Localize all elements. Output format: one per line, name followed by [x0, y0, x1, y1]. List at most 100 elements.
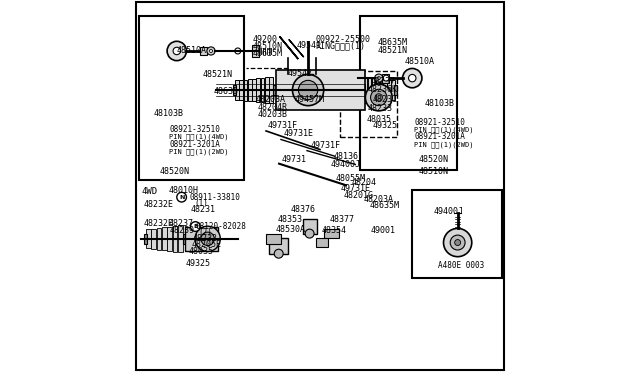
Circle shape: [209, 49, 212, 52]
Text: 48377: 48377: [330, 215, 355, 224]
Text: 49001: 49001: [371, 226, 396, 235]
Bar: [324, 229, 339, 238]
Text: 4B635M: 4B635M: [378, 38, 408, 47]
Text: 40203B: 40203B: [257, 110, 287, 119]
Text: 48520N: 48520N: [419, 155, 449, 164]
Text: 48035: 48035: [366, 115, 391, 124]
Text: 48530A: 48530A: [276, 225, 306, 234]
Text: 08921-32510: 08921-32510: [415, 118, 465, 126]
Bar: [382, 74, 389, 83]
Text: 48136: 48136: [333, 152, 358, 161]
Bar: [145, 234, 147, 244]
Bar: [146, 229, 150, 248]
Text: 49541: 49541: [296, 41, 321, 50]
Text: 48635M: 48635M: [370, 201, 400, 210]
Text: 49457M: 49457M: [294, 95, 324, 104]
Bar: [252, 79, 256, 101]
Circle shape: [371, 89, 387, 106]
Circle shape: [201, 232, 214, 246]
Bar: [391, 80, 395, 100]
Bar: [364, 77, 367, 103]
Text: PIN ビン(1)(2WD): PIN ビン(1)(2WD): [170, 148, 229, 155]
Circle shape: [191, 222, 200, 231]
Circle shape: [403, 68, 422, 88]
Text: 48232E: 48232E: [143, 200, 173, 209]
Bar: [269, 77, 273, 103]
Circle shape: [383, 75, 389, 81]
Text: 08921-3201A: 08921-3201A: [170, 140, 220, 149]
Text: 49731F: 49731F: [310, 141, 340, 150]
Text: 08921-3201A: 08921-3201A: [415, 132, 465, 141]
Text: 48010H: 48010H: [168, 186, 198, 195]
Bar: [276, 70, 365, 110]
Circle shape: [450, 235, 465, 250]
Text: 48510A: 48510A: [405, 57, 435, 66]
Text: 49542: 49542: [287, 69, 312, 78]
Text: B: B: [193, 224, 198, 229]
Text: 48055M: 48055M: [335, 174, 365, 183]
Text: 48376: 48376: [291, 205, 316, 214]
Circle shape: [235, 48, 241, 54]
Text: 49325: 49325: [373, 121, 398, 130]
Text: 48635: 48635: [214, 87, 239, 96]
Bar: [233, 85, 236, 95]
Text: 48237: 48237: [370, 77, 396, 86]
Text: 48231: 48231: [372, 95, 397, 104]
Bar: [186, 227, 218, 251]
Circle shape: [374, 74, 383, 82]
Bar: [235, 80, 239, 100]
Circle shape: [365, 84, 392, 111]
Text: 49731F: 49731F: [267, 121, 297, 130]
Circle shape: [292, 74, 324, 106]
Bar: [173, 226, 177, 251]
Bar: [200, 46, 207, 55]
Text: PIN ビン(1)(4WD): PIN ビン(1)(4WD): [415, 126, 474, 133]
Text: 48239: 48239: [170, 226, 195, 235]
Bar: [248, 79, 252, 101]
Text: 48201G: 48201G: [344, 191, 374, 200]
Text: 49200: 49200: [252, 35, 277, 44]
Bar: [239, 80, 243, 100]
Bar: [368, 77, 371, 103]
Text: 08120-82028: 08120-82028: [196, 222, 246, 231]
Text: 48510N: 48510N: [419, 167, 449, 176]
Text: A480E 0003: A480E 0003: [438, 262, 484, 270]
Text: 49325: 49325: [186, 259, 211, 268]
Text: 48205E: 48205E: [191, 240, 221, 249]
Text: 4WD: 4WD: [141, 187, 157, 196]
Text: (1): (1): [194, 199, 208, 208]
Text: 48204R: 48204R: [258, 103, 288, 112]
Circle shape: [305, 229, 314, 238]
Text: 08911-33810: 08911-33810: [189, 193, 240, 202]
Text: 48231: 48231: [190, 205, 215, 214]
Text: 48510N: 48510N: [252, 42, 282, 51]
Text: 48237: 48237: [168, 219, 193, 228]
Circle shape: [298, 80, 318, 100]
Bar: [244, 80, 248, 100]
Bar: [151, 228, 156, 249]
Bar: [380, 79, 383, 101]
Text: PIN ビン(1)(4WD): PIN ビン(1)(4WD): [170, 134, 229, 140]
Bar: [340, 71, 397, 137]
Bar: [303, 219, 317, 234]
Bar: [387, 80, 391, 100]
Text: 48521N: 48521N: [378, 46, 408, 55]
Circle shape: [454, 240, 461, 246]
Circle shape: [444, 228, 472, 257]
Bar: [376, 78, 379, 102]
Text: RINGリング(1): RINGリング(1): [316, 42, 365, 51]
Text: 48232E: 48232E: [143, 219, 173, 228]
Bar: [316, 238, 328, 247]
Bar: [168, 227, 172, 251]
Text: PIN ビン(1)(2WD): PIN ビン(1)(2WD): [415, 141, 474, 148]
Text: 48103B: 48103B: [424, 99, 454, 108]
Circle shape: [177, 192, 186, 202]
Bar: [139, 16, 244, 180]
Circle shape: [173, 47, 180, 55]
Text: 48204: 48204: [352, 178, 377, 187]
Text: 48103B: 48103B: [154, 109, 183, 118]
Bar: [252, 45, 259, 57]
Text: 48232: 48232: [193, 234, 218, 243]
Circle shape: [378, 77, 380, 80]
Circle shape: [207, 47, 215, 55]
